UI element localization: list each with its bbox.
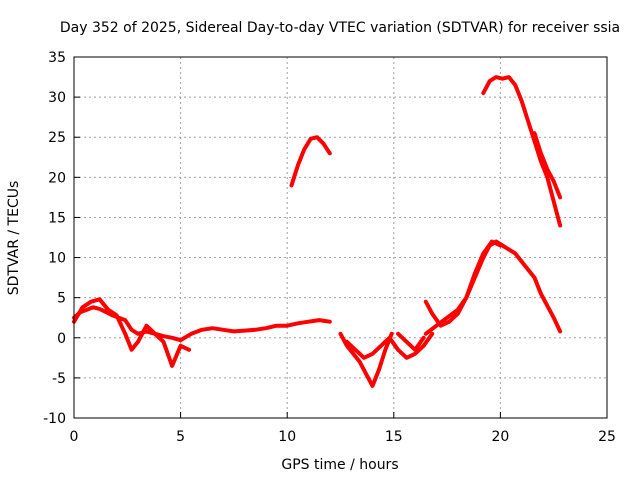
y-axis-label: SDTVAR / TECUs <box>6 181 22 296</box>
series-line-low-arc-d <box>338 331 394 388</box>
y-tick-label: 20 <box>48 170 66 186</box>
series-line-low-arc-f <box>396 331 426 352</box>
series-line-low-arc-b <box>72 297 157 352</box>
series-line-high-arc-1 <box>289 135 332 188</box>
y-tick-label: 15 <box>48 210 66 226</box>
x-axis-label: GPS time / hours <box>281 457 398 473</box>
plot-frame <box>73 56 608 419</box>
series-line-rise-arc <box>423 239 563 336</box>
x-tick-label: 10 <box>278 429 296 445</box>
y-tick-label: 35 <box>48 50 66 66</box>
series-line-low-arc-e <box>344 331 435 360</box>
y-tick-label: 10 <box>48 251 66 267</box>
chart-title: Day 352 of 2025, Sidereal Day-to-day VTE… <box>60 20 620 36</box>
x-tick-label: 0 <box>70 429 79 445</box>
y-tick-label: 0 <box>57 331 66 347</box>
x-tick-label: 5 <box>176 429 185 445</box>
y-tick-label: 5 <box>57 291 66 307</box>
y-tick-label: -10 <box>43 411 66 427</box>
tick-labels: 0 5 10 15 20 25 -10 -5 0 5 10 15 20 25 30 35 <box>43 50 616 445</box>
series-line-low-arc-c <box>153 331 192 368</box>
series-line-high-arc-3 <box>532 131 563 200</box>
series-layer <box>72 75 563 388</box>
y-tick-label: 25 <box>48 130 66 146</box>
series-line-high-arc-2 <box>481 75 563 228</box>
y-tick-label: -5 <box>52 371 66 387</box>
x-tick-label: 15 <box>385 429 403 445</box>
x-tick-label: 25 <box>598 429 616 445</box>
series-line-rise-arc-b <box>423 239 503 328</box>
grid <box>74 57 607 418</box>
y-tick-label: 30 <box>48 90 66 106</box>
series-line-low-arc-a <box>72 305 332 343</box>
x-tick-label: 20 <box>491 429 509 445</box>
